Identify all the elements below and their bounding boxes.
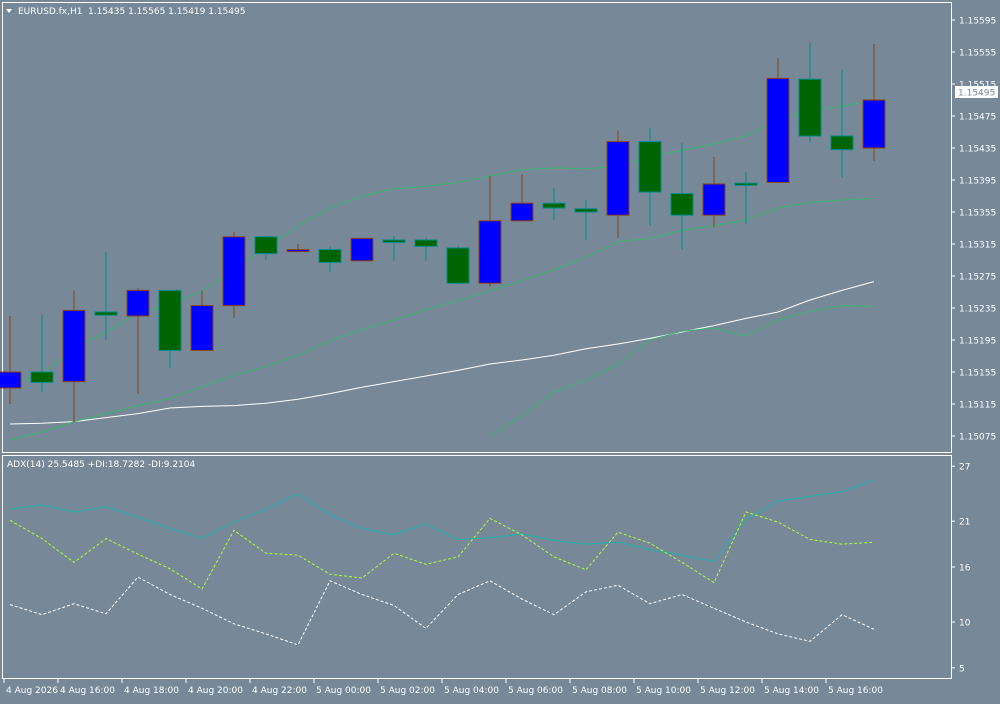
ma-line-middle-band <box>9 197 875 441</box>
price-axis-label: 1.15115 <box>959 401 996 411</box>
candle-body <box>702 183 726 216</box>
time-axis-label: 4 Aug 18:00 <box>124 686 179 696</box>
candle-body <box>382 239 406 243</box>
current-price-tag-bg <box>955 86 998 98</box>
price-axis-label: 1.15275 <box>959 273 996 283</box>
price-axis-label: 1.15235 <box>959 305 996 315</box>
candle-body <box>318 249 342 263</box>
candle-body <box>510 202 534 222</box>
candle-body <box>30 371 54 383</box>
candle-body <box>0 371 22 389</box>
price-axis-label: 1.15355 <box>959 209 996 219</box>
candle-body <box>222 236 246 307</box>
candle-body <box>446 247 470 284</box>
candle-body <box>638 141 662 193</box>
candle-body <box>766 77 790 183</box>
candle-body <box>62 309 86 383</box>
price-axis-label: 1.15595 <box>959 17 996 27</box>
candle-body <box>478 220 502 284</box>
symbol-label: EURUSD.fx,H1 <box>18 7 82 17</box>
candle-body <box>606 141 630 216</box>
ma-line-lower-band <box>489 305 875 437</box>
main-plot-area <box>0 42 886 441</box>
time-axis-label: 4 Aug 2026 <box>6 686 58 696</box>
candle-body <box>254 236 278 255</box>
price-axis-label: 1.15475 <box>959 113 996 123</box>
time-axis-label: 5 Aug 16:00 <box>828 686 883 696</box>
current-price-tag: 1.15495 <box>958 89 995 99</box>
candle-body <box>542 202 566 209</box>
indicator-label: ADX(14) 25.5485 +DI:18.7282 -DI:9.2104 <box>7 460 196 470</box>
axes: 1.15595 1.15555 1.15515 1.15475 1.15435 1.153… <box>3 17 996 696</box>
candle-body <box>734 182 758 186</box>
price-axis-label: 1.15195 <box>959 337 996 347</box>
candle-body <box>94 311 118 316</box>
price-axis-label: 1.15155 <box>959 369 996 379</box>
indicator-plot-area <box>9 479 875 646</box>
time-axis-label: 5 Aug 12:00 <box>700 686 755 696</box>
price-axis-label: 1.15435 <box>959 145 996 155</box>
main-panel-frame <box>2 2 952 453</box>
indicator-axis-label: 10 <box>959 619 971 629</box>
price-axis-label: 1.15395 <box>959 177 996 187</box>
time-axis-label: 5 Aug 00:00 <box>316 686 371 696</box>
time-axis-label: 4 Aug 16:00 <box>60 686 115 696</box>
time-axis-label: 5 Aug 04:00 <box>444 686 499 696</box>
candle-body <box>190 305 214 351</box>
ohlc-label: 1.15435 1.15565 1.15419 1.15495 <box>88 7 245 17</box>
indicator-panel-frame <box>2 455 952 679</box>
minus-di-line <box>9 576 875 646</box>
price-axis-label: 1.15515 <box>959 81 996 91</box>
candle-body <box>798 78 822 137</box>
time-axis-label: 5 Aug 02:00 <box>380 686 435 696</box>
candle-body <box>158 289 182 351</box>
price-axis-label: 1.15075 <box>959 433 996 443</box>
indicator-axis-label: 16 <box>959 564 971 574</box>
price-axis-label: 1.15555 <box>959 49 996 59</box>
time-axis-label: 5 Aug 08:00 <box>572 686 627 696</box>
symbol-menu-arrow-icon[interactable] <box>6 9 12 13</box>
candle-body <box>350 237 374 262</box>
indicator-axis-label: 5 <box>959 664 965 674</box>
ma-line-ma-white <box>9 281 875 425</box>
candle-body <box>670 193 694 216</box>
time-axis-label: 5 Aug 06:00 <box>508 686 563 696</box>
candle-body <box>862 99 886 149</box>
candle-body <box>126 289 150 317</box>
indicator-axis-label: 27 <box>959 463 970 473</box>
candle-body <box>286 249 310 253</box>
time-axis-label: 5 Aug 10:00 <box>636 686 691 696</box>
candle-body <box>830 135 854 151</box>
time-axis-label: 4 Aug 22:00 <box>252 686 307 696</box>
indicator-axis-label: 21 <box>959 518 970 528</box>
candle-body <box>574 208 598 213</box>
time-axis-label: 5 Aug 14:00 <box>764 686 819 696</box>
candle-body <box>414 239 438 247</box>
adx-line <box>9 479 875 563</box>
price-axis-label: 1.15315 <box>959 241 996 251</box>
time-axis-label: 4 Aug 20:00 <box>188 686 243 696</box>
ma-line-upper-band <box>9 99 875 385</box>
plus-di-line <box>9 511 875 590</box>
